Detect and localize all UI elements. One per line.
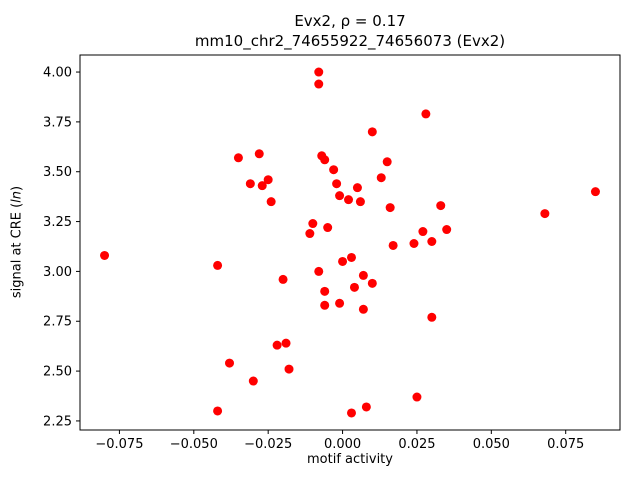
scatter-point — [213, 260, 223, 270]
x-tick-label: −0.050 — [170, 437, 218, 452]
y-tick-label: 4.00 — [43, 66, 72, 81]
scatter-point — [436, 201, 446, 211]
x-axis-label: motif activity — [307, 452, 393, 467]
scatter-point — [355, 197, 365, 207]
x-tick-label: 0.000 — [324, 437, 361, 452]
scatter-point — [263, 175, 273, 185]
scatter-point — [335, 191, 345, 201]
scatter-point — [352, 183, 362, 193]
axes-frame — [79, 54, 621, 431]
scatter-point — [409, 238, 419, 248]
x-tick-label: 0.050 — [473, 437, 510, 452]
scatter-point — [329, 165, 339, 175]
scatter-point — [245, 179, 255, 189]
scatter-point — [254, 149, 264, 159]
y-tick-label: 3.00 — [43, 265, 72, 280]
y-tick-label: 2.25 — [43, 414, 72, 429]
scatter-point — [361, 402, 371, 412]
scatter-point — [346, 408, 356, 418]
scatter-point — [281, 338, 291, 348]
scatter-point — [540, 209, 550, 219]
scatter-point — [272, 340, 282, 350]
scatter-point — [320, 286, 330, 296]
scatter-point — [349, 282, 359, 292]
x-tick-label: −0.075 — [95, 437, 143, 452]
scatter-point — [284, 364, 294, 374]
scatter-point — [278, 274, 288, 284]
scatter-point — [338, 256, 348, 266]
y-axis-label-math: ln — [9, 190, 25, 203]
scatter-point — [344, 195, 354, 205]
scatter-point — [427, 237, 437, 247]
scatter-point — [314, 67, 324, 77]
scatter-point — [266, 197, 276, 207]
scatter-point — [358, 270, 368, 280]
scatter-point — [382, 157, 392, 167]
x-tick-label: 0.025 — [398, 437, 435, 452]
y-tick-label: 2.75 — [43, 315, 72, 330]
scatter-point — [376, 173, 386, 183]
y-axis-label-suffix: ) — [9, 185, 25, 191]
scatter-point — [233, 153, 243, 163]
scatter-point — [385, 203, 395, 213]
scatter-point — [335, 298, 345, 308]
scatter-point — [305, 229, 315, 239]
scatter-point — [225, 358, 235, 368]
scatter-point — [388, 240, 398, 250]
y-tick-label: 2.50 — [43, 365, 72, 380]
scatter-point — [100, 250, 110, 260]
scatter-point — [314, 266, 324, 276]
chart-title: Evx2, ρ = 0.17 — [294, 12, 406, 30]
scatter-point — [257, 181, 267, 191]
chart-subtitle: mm10_chr2_74655922_74656073 (Evx2) — [194, 32, 506, 50]
x-tick-label: 0.075 — [547, 437, 584, 452]
scatter-point — [248, 376, 258, 386]
scatter-point — [367, 278, 377, 288]
scatter-point — [367, 127, 377, 137]
scatter-point — [213, 406, 223, 416]
scatter-point — [358, 304, 368, 314]
scatter-point — [421, 109, 431, 119]
scatter-point — [590, 187, 600, 197]
scatter-point — [418, 227, 428, 237]
scatter-point — [323, 223, 333, 233]
y-axis-label: signal at CRE (ln) — [10, 186, 25, 298]
y-tick-label: 3.50 — [43, 165, 72, 180]
scatter-point — [427, 312, 437, 322]
y-axis-label-prefix: signal at CRE ( — [9, 202, 25, 299]
scatter-point — [308, 219, 318, 229]
scatter-point — [332, 179, 342, 189]
scatter-point — [320, 155, 330, 165]
scatter-point — [442, 225, 452, 235]
scatter-point — [346, 252, 356, 262]
scatter-point — [412, 392, 422, 402]
x-tick-label: −0.025 — [244, 437, 292, 452]
scatter-point — [320, 300, 330, 310]
y-tick-label: 3.75 — [43, 115, 72, 130]
scatter-point — [314, 79, 324, 89]
y-tick-label: 3.25 — [43, 215, 72, 230]
